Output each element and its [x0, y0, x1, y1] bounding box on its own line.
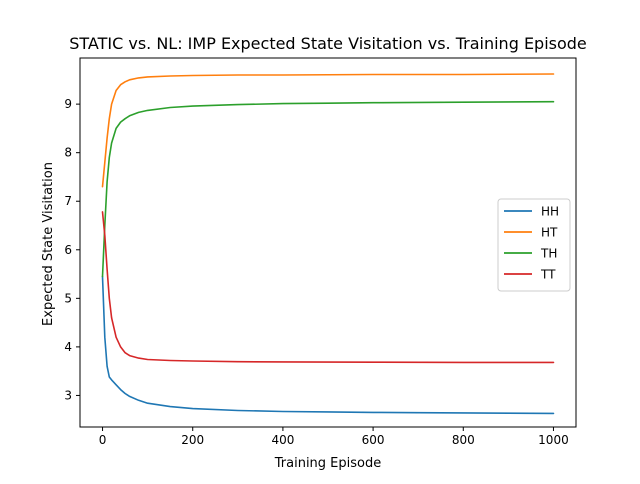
y-tick-label: 6	[64, 243, 72, 257]
x-tick-label: 1000	[538, 433, 569, 447]
y-axis-label: Expected State Visitation	[41, 162, 56, 326]
chart-title: STATIC vs. NL: IMP Expected State Visita…	[69, 34, 587, 53]
series-line-th	[101, 100, 555, 278]
x-tick-label: 0	[99, 433, 107, 447]
y-tick-label: 5	[64, 291, 72, 305]
y-tick-label: 3	[64, 388, 72, 402]
x-tick-label: 600	[362, 433, 385, 447]
series-line-ht	[101, 73, 555, 188]
legend-label-hh: HH	[541, 205, 559, 219]
legend-label-th: TH	[540, 247, 557, 261]
series-line-tt	[101, 211, 555, 364]
x-tick-label: 400	[271, 433, 294, 447]
legend-label-tt: TT	[540, 268, 556, 282]
axis-ticks: 0 200 400 600 800 1000 3 4 5 6 7 8 9	[64, 97, 568, 447]
y-tick-label: 9	[64, 97, 72, 111]
plot-area-frame	[79, 57, 577, 428]
legend-box	[497, 198, 571, 292]
y-tick-label: 4	[64, 340, 72, 354]
series-lines	[101, 73, 555, 415]
x-tick-label: 200	[181, 433, 204, 447]
x-tick-label: 800	[452, 433, 475, 447]
y-tick-label: 7	[64, 194, 72, 208]
legend: HH HT TH TT	[497, 198, 571, 292]
y-tick-label: 8	[64, 146, 72, 160]
x-axis-label: Training Episode	[274, 456, 381, 471]
series-line-hh	[101, 275, 555, 415]
legend-label-ht: HT	[541, 226, 558, 240]
